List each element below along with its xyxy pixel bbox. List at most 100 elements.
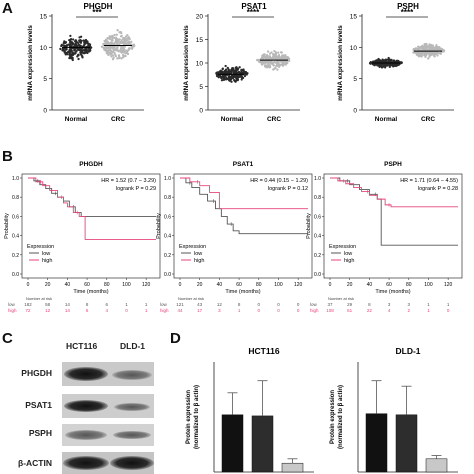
km-x-tick-label-psat1: 40 <box>217 282 223 288</box>
data-point-phgdh-normal <box>87 50 91 53</box>
data-point-psph-crc <box>417 54 421 57</box>
data-point-psph-crc <box>424 53 428 57</box>
km-x-tick-label-psph: 60 <box>386 282 392 288</box>
km-x-tick-label-psph: 0 <box>329 282 332 288</box>
km-y-tick-label-psat1: 1.0 <box>164 176 171 182</box>
data-point-psph-crc <box>419 53 423 56</box>
bar-title-hct116: HCT116 <box>248 346 279 356</box>
blot-header-hct116: HCT116 <box>66 341 98 351</box>
data-point-psat1-normal <box>238 71 241 74</box>
data-point-phgdh-normal <box>73 52 77 55</box>
data-point-phgdh-normal <box>79 41 83 44</box>
km-x-tick-label-psph: 120 <box>444 282 453 288</box>
km-frame-phgdh <box>21 173 161 279</box>
data-point-psat1-normal <box>224 64 227 68</box>
risk-table-value-psat1: 1 <box>238 308 241 313</box>
band-phgdh-dld1 <box>112 370 152 380</box>
significance-label-psat1: **** <box>247 8 260 17</box>
data-point-phgdh-crc <box>120 57 123 60</box>
data-point-phgdh-normal <box>65 44 68 48</box>
data-point-phgdh-crc <box>116 29 119 32</box>
data-point-psph-crc <box>432 47 435 51</box>
km-legend-label-psat1-low: low <box>194 251 202 257</box>
data-point-phgdh-normal <box>63 50 66 53</box>
data-point-phgdh-crc <box>118 56 121 59</box>
km-y-label-phgdh: Probability <box>4 213 10 239</box>
data-point-phgdh-normal <box>88 43 92 46</box>
data-point-phgdh-crc <box>105 46 108 49</box>
x-tick-label-psph: CRC <box>421 116 435 123</box>
data-point-psph-crc <box>423 54 426 57</box>
risk-table-value-phgdh: 14 <box>65 302 71 307</box>
risk-table-value-phgdh: 12 <box>45 308 51 313</box>
km-curve-psat1-high <box>180 177 308 210</box>
km-p-text-psph: logrank P = 0.28 <box>418 186 458 192</box>
y-tick-label-phgdh: 5 <box>43 76 47 83</box>
data-point-phgdh-crc <box>116 45 119 48</box>
km-y-tick-label-psat1: 0.4 <box>164 234 171 240</box>
data-point-psph-normal <box>384 58 387 62</box>
data-point-psat1-crc <box>286 57 290 60</box>
data-point-psph-normal <box>397 63 400 66</box>
bar-y-label-dld1: (normalized to β actin) <box>338 385 344 449</box>
data-point-psat1-crc <box>263 64 267 67</box>
panel-letter-b: B <box>2 148 13 165</box>
data-point-phgdh-crc <box>120 51 123 54</box>
risk-table-value-phgdh: 14 <box>65 308 71 313</box>
data-point-phgdh-crc <box>104 40 107 43</box>
data-point-phgdh-crc <box>108 47 111 50</box>
risk-table-header-psph: Number at risk <box>328 296 354 301</box>
band-actin-hct116 <box>63 456 109 470</box>
data-point-psph-crc <box>423 43 426 46</box>
risk-table-value-psat1: 17 <box>197 308 203 313</box>
data-point-psph-normal <box>388 65 391 69</box>
bar-y-label-dld1: Protein expression <box>330 390 336 444</box>
panel-a-expression-plots: PHGDH 0 5 10 15 mRNA expression levels Normal C… <box>27 2 454 123</box>
plot-title-psph: PSPH <box>397 2 419 11</box>
data-point-psph-normal <box>384 64 388 67</box>
data-point-psat1-crc <box>273 67 276 70</box>
data-point-psph-crc <box>423 51 426 54</box>
km-p-text-phgdh: logrank P = 0.29 <box>116 186 156 192</box>
data-point-psat1-crc <box>268 57 271 60</box>
data-point-phgdh-normal <box>69 34 72 38</box>
data-point-psat1-normal <box>238 75 242 78</box>
data-point-psat1-normal <box>238 66 241 69</box>
data-point-psat1-crc <box>282 62 285 66</box>
risk-table-value-psat1: 8 <box>238 302 241 307</box>
bar-title-dld1: DLD-1 <box>395 346 420 356</box>
significance-label-psph: **** <box>401 8 414 17</box>
km-y-tick-label-psat1: 0.8 <box>164 195 171 201</box>
data-point-phgdh-crc <box>118 31 121 34</box>
data-point-psat1-crc <box>276 60 279 64</box>
data-point-phgdh-crc <box>127 43 130 46</box>
data-point-psat1-normal <box>226 70 229 73</box>
risk-table-value-psph: 1 <box>447 302 450 307</box>
km-frame-psph <box>323 173 463 279</box>
data-point-psph-crc <box>428 55 431 58</box>
km-x-label-phgdh: Time (months) <box>73 289 108 295</box>
y-tick-label-psph: 15 <box>350 14 358 21</box>
km-y-tick-label-psph: 1.0 <box>314 176 321 182</box>
data-point-psph-crc <box>418 46 421 50</box>
data-point-psph-crc <box>416 47 419 51</box>
y-tick-label-psph: 10 <box>350 45 358 52</box>
data-point-phgdh-crc <box>114 38 118 41</box>
data-point-psat1-crc <box>278 63 281 66</box>
km-hr-text-psph: HR = 1.71 (0.64 − 4.55) <box>400 178 458 184</box>
km-x-tick-label-psph: 20 <box>347 282 353 288</box>
km-legend-label-psph-high: high <box>344 258 354 264</box>
y-tick-label-psat1: 5 <box>199 84 203 91</box>
data-point-phgdh-crc <box>106 41 109 44</box>
risk-table-header-phgdh: Number at risk <box>26 296 52 301</box>
km-x-tick-label-psph: 100 <box>424 282 433 288</box>
data-point-phgdh-crc <box>120 41 124 45</box>
y-tick-label-psat1: 20 <box>196 14 204 21</box>
data-point-phgdh-crc <box>112 56 115 59</box>
data-point-psat1-normal <box>240 76 244 80</box>
data-point-phgdh-crc <box>100 45 104 48</box>
y-axis-label-psph: mRNA expression levels <box>337 25 344 101</box>
blot-header-dld1: DLD-1 <box>120 341 146 351</box>
data-point-phgdh-crc <box>128 47 131 50</box>
